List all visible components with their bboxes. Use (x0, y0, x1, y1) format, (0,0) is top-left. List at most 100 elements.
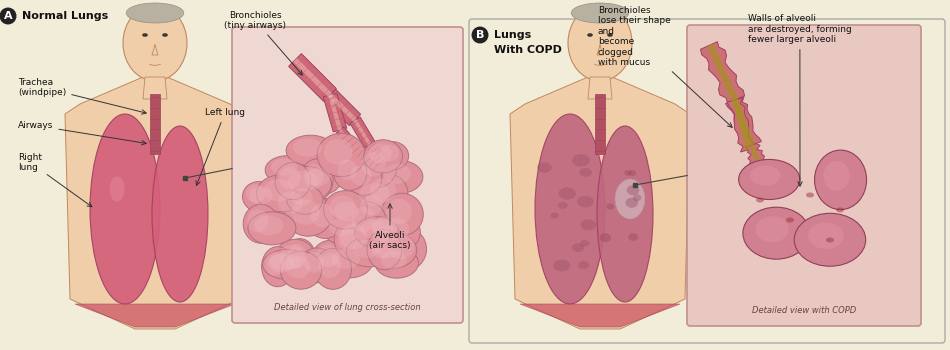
Text: Normal Lungs: Normal Lungs (22, 11, 108, 21)
Ellipse shape (324, 191, 368, 229)
Text: A: A (4, 11, 12, 21)
Ellipse shape (284, 239, 316, 280)
Ellipse shape (123, 5, 187, 81)
Ellipse shape (628, 233, 638, 241)
Ellipse shape (333, 202, 359, 221)
Polygon shape (350, 117, 375, 148)
Ellipse shape (285, 194, 332, 236)
Polygon shape (339, 129, 359, 153)
Ellipse shape (374, 236, 404, 258)
Ellipse shape (280, 251, 322, 289)
Ellipse shape (385, 218, 409, 240)
Polygon shape (289, 54, 336, 102)
Ellipse shape (370, 178, 396, 202)
Text: Detailed view with COPD: Detailed view with COPD (751, 306, 856, 315)
Polygon shape (329, 93, 356, 122)
Ellipse shape (380, 144, 399, 161)
Ellipse shape (274, 239, 316, 281)
Ellipse shape (245, 183, 283, 214)
Ellipse shape (334, 218, 379, 261)
Polygon shape (328, 94, 342, 131)
Ellipse shape (340, 224, 367, 250)
Polygon shape (726, 97, 762, 148)
Ellipse shape (352, 207, 375, 232)
Ellipse shape (375, 248, 418, 278)
Ellipse shape (291, 199, 319, 225)
Ellipse shape (579, 261, 589, 269)
Ellipse shape (381, 193, 424, 236)
Ellipse shape (262, 251, 305, 281)
Ellipse shape (537, 162, 552, 173)
Ellipse shape (599, 233, 611, 242)
Ellipse shape (629, 170, 636, 176)
Ellipse shape (332, 250, 360, 269)
Ellipse shape (384, 164, 410, 184)
Ellipse shape (291, 188, 313, 205)
Ellipse shape (550, 212, 559, 218)
Ellipse shape (255, 215, 283, 235)
Ellipse shape (354, 217, 399, 248)
Ellipse shape (314, 248, 352, 289)
Ellipse shape (243, 204, 278, 243)
Text: Lungs: Lungs (494, 30, 531, 40)
Ellipse shape (577, 196, 594, 208)
Ellipse shape (304, 164, 323, 190)
FancyBboxPatch shape (232, 27, 463, 323)
Ellipse shape (786, 217, 794, 223)
Ellipse shape (739, 160, 800, 199)
Ellipse shape (346, 202, 387, 244)
Ellipse shape (162, 34, 167, 36)
Ellipse shape (286, 256, 311, 279)
Ellipse shape (288, 170, 318, 191)
Ellipse shape (351, 165, 371, 186)
Ellipse shape (277, 191, 303, 214)
Ellipse shape (268, 254, 294, 272)
Ellipse shape (352, 240, 381, 258)
Ellipse shape (359, 183, 390, 206)
Ellipse shape (333, 156, 367, 190)
Ellipse shape (364, 140, 403, 173)
Text: Detailed view of lung cross-section: Detailed view of lung cross-section (275, 303, 421, 312)
Ellipse shape (606, 203, 614, 210)
Polygon shape (357, 151, 379, 169)
Ellipse shape (559, 188, 576, 200)
Polygon shape (732, 99, 755, 146)
Ellipse shape (246, 184, 266, 203)
Text: Left lung: Left lung (196, 108, 245, 186)
Ellipse shape (625, 198, 638, 208)
Ellipse shape (750, 166, 781, 186)
Ellipse shape (587, 34, 593, 36)
Ellipse shape (388, 233, 414, 259)
Ellipse shape (360, 196, 383, 215)
Ellipse shape (814, 150, 866, 210)
Ellipse shape (288, 244, 307, 268)
Polygon shape (324, 89, 361, 126)
Ellipse shape (273, 187, 314, 224)
Ellipse shape (535, 114, 605, 304)
Text: Walls of alveoli
are destroyed, forming
fewer larger alveoli: Walls of alveoli are destroyed, forming … (748, 14, 852, 186)
Ellipse shape (286, 135, 334, 166)
Ellipse shape (554, 260, 570, 271)
Ellipse shape (572, 154, 590, 167)
Polygon shape (750, 144, 765, 176)
Ellipse shape (109, 176, 124, 202)
Ellipse shape (265, 156, 310, 184)
Ellipse shape (371, 217, 398, 237)
Ellipse shape (276, 162, 311, 199)
Ellipse shape (301, 165, 341, 195)
Ellipse shape (836, 208, 844, 212)
Ellipse shape (806, 193, 814, 197)
Ellipse shape (756, 197, 764, 203)
Polygon shape (323, 93, 347, 132)
Ellipse shape (372, 217, 393, 242)
Ellipse shape (347, 237, 393, 267)
Ellipse shape (364, 174, 408, 212)
Ellipse shape (262, 250, 312, 279)
Text: Airways: Airways (18, 121, 146, 145)
Ellipse shape (248, 212, 295, 245)
Ellipse shape (356, 147, 397, 188)
Ellipse shape (366, 213, 409, 247)
Ellipse shape (280, 166, 332, 202)
Ellipse shape (361, 152, 386, 176)
Ellipse shape (306, 168, 330, 186)
